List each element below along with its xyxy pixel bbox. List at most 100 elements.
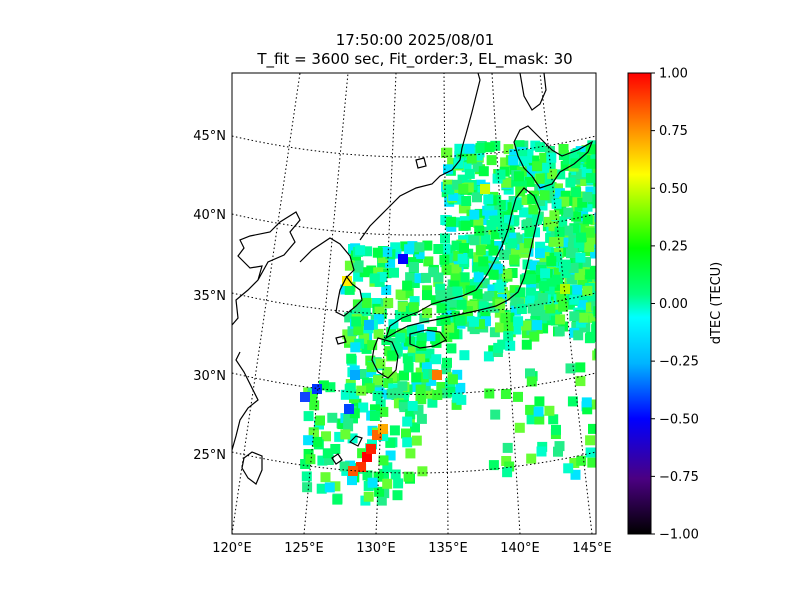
dtec-pixel [489, 302, 500, 313]
dtec-pixel [408, 262, 419, 272]
colorbar-tick-label: −0.75 [659, 470, 699, 485]
dtec-pixel [359, 369, 370, 379]
dtec-pixel [597, 294, 607, 304]
dtec-pixel [439, 254, 450, 265]
dtec-pixel [344, 284, 355, 295]
dtec-pixel [568, 263, 579, 273]
dtec-pixel [385, 437, 396, 448]
dtec-pixel [585, 144, 596, 155]
dtec-pixel [442, 292, 453, 303]
dtec-pixel [595, 271, 596, 282]
dtec-pixel [551, 424, 561, 435]
dtec-pixel [369, 411, 380, 421]
dtec-pixel [547, 168, 558, 179]
dtec-pixel [394, 310, 405, 320]
dtec-pixel [366, 444, 376, 454]
dtec-pixel [320, 472, 331, 483]
shikoku-coastline [409, 329, 447, 349]
dtec-pixel [535, 241, 546, 252]
dtec-pixel [565, 177, 576, 188]
dtec-pixel [399, 402, 410, 413]
dtec-pixel [556, 292, 567, 303]
dtec-pixel [435, 283, 446, 294]
dtec-pixel [539, 310, 550, 321]
dtec-pixel [414, 324, 425, 335]
dtec-pixel [367, 477, 378, 488]
dtec-pixel [582, 192, 593, 202]
dtec-pixel [452, 286, 463, 297]
dtec-pixel [308, 429, 319, 440]
dtec-pixel [457, 253, 468, 264]
dtec-pixel [362, 246, 373, 257]
lat-tick-label: 25°N [193, 448, 226, 463]
dtec-pixel [443, 164, 453, 175]
dtec-pixel [351, 316, 362, 327]
dtec-pixel [499, 249, 510, 260]
dtec-pixel [577, 197, 588, 208]
dtec-pixel [497, 222, 508, 233]
dtec-pixel [558, 301, 569, 312]
dtec-pixel [453, 158, 464, 169]
dtec-pixel [576, 232, 586, 243]
dtec-pixel [576, 169, 587, 179]
dtec-pixel [521, 320, 532, 331]
dtec-pixel [355, 245, 366, 256]
dtec-pixel [534, 396, 545, 407]
dtec-pixel [593, 306, 596, 317]
dtec-pixel [330, 481, 341, 492]
hokkaido-coastline [513, 125, 594, 189]
dtec-pixel [386, 388, 397, 399]
dtec-pixel [421, 362, 432, 373]
dtec-pixel [586, 234, 596, 245]
dtec-pixel [571, 187, 582, 198]
dtec-pixel [521, 339, 532, 350]
dtec-pixel [447, 374, 458, 385]
dtec-pixel [398, 254, 408, 264]
dtec-pixel [309, 400, 320, 411]
dtec-pixel [449, 329, 460, 340]
dtec-pixel [597, 204, 607, 214]
dtec-pixel [364, 383, 375, 394]
dtec-pixel [416, 340, 427, 351]
dtec-pixel [378, 455, 389, 466]
dtec-pixel [325, 382, 336, 393]
dtec-pixel [385, 257, 396, 268]
dtec-pixel [391, 248, 402, 259]
dtec-pixel [446, 343, 457, 354]
dtec-pixel [598, 315, 608, 325]
dtec-pixel [585, 173, 596, 183]
dtec-pixel [534, 414, 545, 425]
dtec-pixel [478, 256, 489, 267]
dtec-pixel [465, 285, 476, 296]
dtec-pixel [526, 376, 537, 387]
dtec-pixel [594, 348, 596, 359]
dtec-pixel [446, 216, 457, 227]
dtec-pixel [478, 166, 489, 177]
dtec-pixel [436, 382, 447, 392]
dtec-pixel [456, 394, 467, 405]
dtec-pixel [474, 225, 485, 236]
map-title-time: 17:50:00 2025/08/01 [335, 31, 495, 49]
dtec-pixel [475, 319, 485, 330]
dtec-pixel [529, 331, 540, 342]
lat-tick-labels: 45°N 40°N 35°N 30°N 25°N [193, 129, 226, 463]
dtec-pixel [312, 384, 322, 394]
dtec-pixel [379, 468, 390, 479]
dtec-pixel [571, 211, 582, 222]
dtec-pixel [584, 227, 595, 238]
dtec-pixel [300, 392, 310, 402]
dtec-pixel [544, 146, 555, 156]
dtec-pixel [371, 298, 382, 308]
dtec-pixel [343, 413, 354, 424]
dtec-pixel [553, 446, 563, 457]
dtec-pixel [496, 276, 507, 287]
dtec-pixel [387, 350, 398, 361]
dtec-pixel [424, 348, 435, 359]
dtec-pixel [389, 267, 399, 278]
dtec-pixel [555, 314, 566, 325]
dtec-pixel [587, 291, 596, 302]
dtec-pixel [432, 390, 443, 400]
lat-tick-label: 30°N [193, 369, 226, 384]
dtec-pixel [480, 307, 491, 318]
dtec-pixel [487, 205, 498, 216]
